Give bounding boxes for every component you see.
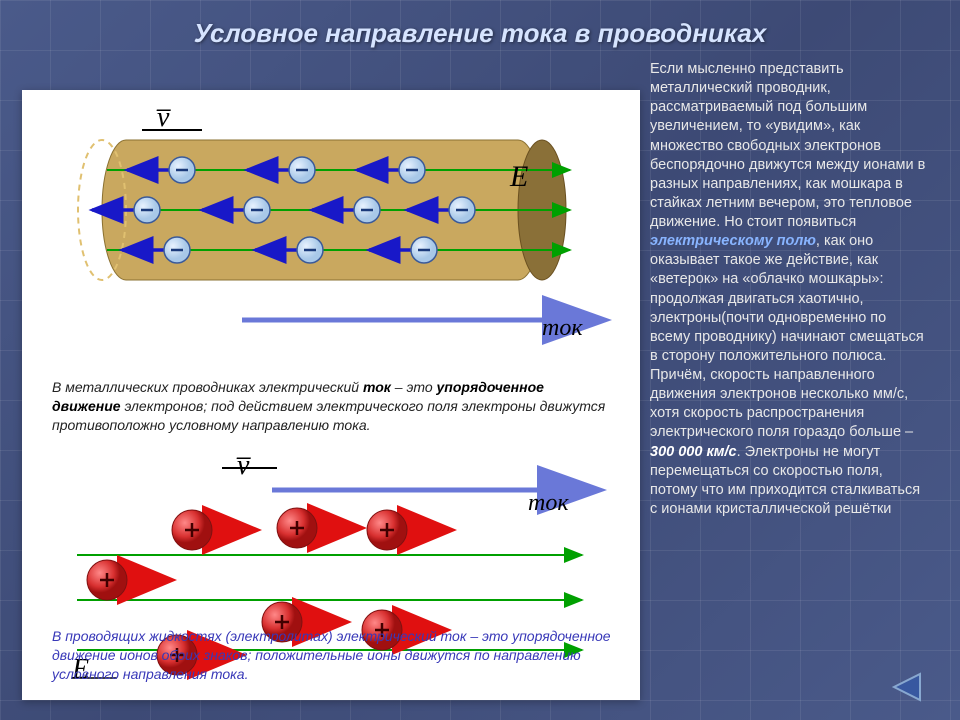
velocity-label: v̅ <box>157 102 169 134</box>
current-label-1: ток <box>542 315 583 342</box>
diagram-panel: v̅ E⃗ ток В металлических проводниках эл… <box>22 90 640 700</box>
velocity-label-2: v̅ <box>237 450 249 482</box>
field-label: E⃗ <box>510 160 552 194</box>
caption-electrolyte: В проводящих жидкостях (электролитах) эл… <box>52 627 612 684</box>
caption-metallic: В металлических проводниках электрически… <box>52 378 612 435</box>
prev-slide-button[interactable] <box>890 672 932 702</box>
current-label-2: ток <box>528 490 569 517</box>
slide-title: Условное направление тока в проводниках <box>0 18 960 49</box>
conductor-diagram: v̅ E⃗ ток <box>42 110 602 300</box>
explanation-text: Если мысленно представить металлический … <box>650 60 930 519</box>
